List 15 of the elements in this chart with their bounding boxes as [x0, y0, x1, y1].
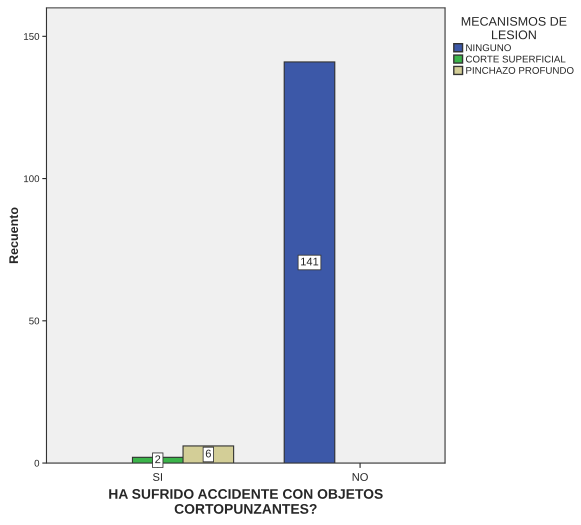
- data-label: 2: [155, 455, 160, 464]
- x-tick-label: NO: [352, 473, 368, 481]
- y-tick-label: 100: [24, 175, 40, 182]
- data-label: 6: [206, 450, 211, 458]
- legend-label: PINCHAZO PROFUNDO: [466, 66, 574, 74]
- y-axis-title: Recuento: [9, 207, 18, 264]
- x-axis-title: HA SUFRIDO ACCIDENTE CON OBJETOS CORTOPUNZANTES?: [109, 489, 383, 514]
- legend-label: NINGUNO: [466, 44, 511, 52]
- x-tick-label: SI: [153, 473, 162, 481]
- y-tick-label: 0: [34, 460, 40, 467]
- data-label: 141: [301, 258, 318, 266]
- legend-label: CORTE SUPERFICIAL: [466, 56, 566, 63]
- y-tick-label: 150: [24, 33, 40, 40]
- y-tick-label: 50: [29, 318, 40, 324]
- legend-title: MECANISMOS DE LESION: [462, 16, 567, 40]
